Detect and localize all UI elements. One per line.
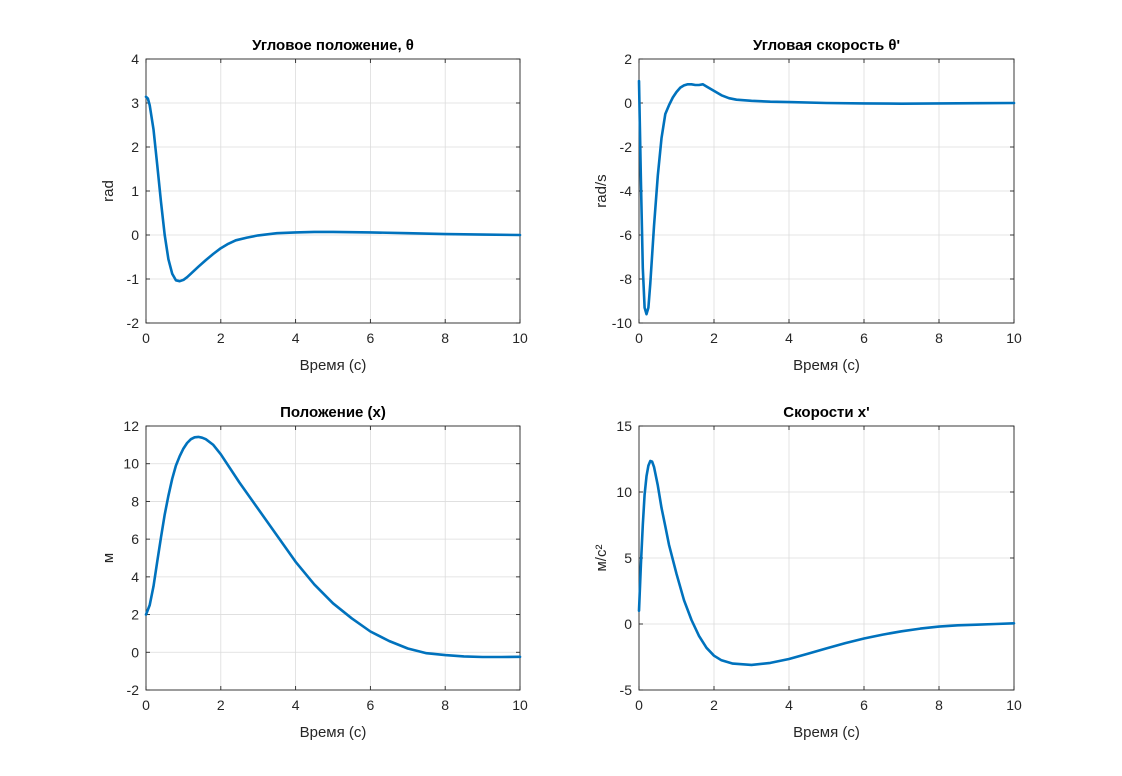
x-tick-label: 4 [785, 697, 793, 713]
chart-title: Угловое положение, θ [252, 37, 414, 54]
x-axis-label: Время (с) [300, 357, 367, 374]
y-tick-label: 0 [131, 227, 139, 243]
chart-panel-2: 0 2 4 6 8 10 -10 -8 -6 -4 -2 0 2 Угловая скорость θ' В… [593, 37, 1022, 374]
y-tick-label: 6 [131, 531, 139, 547]
y-tick-label: -8 [620, 271, 633, 287]
x-tick-label: 6 [367, 697, 375, 713]
y-tick-label: -10 [612, 315, 632, 331]
x-tick-label: 0 [635, 697, 643, 713]
y-tick-label: -1 [127, 271, 140, 287]
y-tick-label: 2 [131, 607, 139, 623]
axes-frame [145, 425, 521, 691]
y-tick-label: -6 [620, 227, 633, 243]
series-line [144, 435, 522, 659]
y-tick-label: 0 [131, 644, 139, 660]
y-tick-label: 1 [131, 183, 139, 199]
y-tick-label: 15 [616, 418, 632, 434]
x-tick-label: 10 [1006, 697, 1022, 713]
series-line [637, 459, 1016, 667]
y-tick-label: 10 [123, 456, 139, 472]
x-tick-label: 0 [142, 697, 150, 713]
y-axis-label: м/с² [593, 545, 610, 572]
x-tick-label: 8 [441, 330, 449, 346]
x-tick-label: 0 [635, 330, 643, 346]
y-tick-label: 2 [131, 139, 139, 155]
y-tick-label: 0 [624, 616, 632, 632]
y-axis-label: rad [100, 180, 117, 202]
x-tick-label: 2 [710, 697, 718, 713]
x-tick-label: 0 [142, 330, 150, 346]
x-tick-label: 6 [860, 330, 868, 346]
y-axis-label: rad/s [593, 174, 610, 207]
x-tick-label: 8 [935, 330, 943, 346]
x-tick-label: 4 [785, 330, 793, 346]
x-tick-label: 6 [367, 330, 375, 346]
x-tick-label: 2 [217, 697, 225, 713]
x-tick-label: 6 [860, 697, 868, 713]
y-tick-label: -2 [127, 315, 140, 331]
y-tick-label: 4 [131, 569, 139, 585]
axes-frame [638, 425, 1015, 691]
x-tick-label: 4 [292, 330, 300, 346]
x-tick-label: 4 [292, 697, 300, 713]
x-tick-label: 10 [512, 697, 528, 713]
axes-frame [638, 58, 1015, 324]
x-tick-label: 2 [710, 330, 718, 346]
x-tick-label: 8 [441, 697, 449, 713]
y-tick-label: 5 [624, 550, 632, 566]
chart-panel-1: 0 2 4 6 8 10 -2 -1 0 1 2 3 4 Угловое положение, θ Врем… [100, 37, 528, 374]
chart-title: Положение (x) [280, 404, 386, 421]
y-tick-label: -2 [620, 139, 633, 155]
x-axis-label: Время (с) [793, 357, 860, 374]
y-tick-label: 10 [616, 484, 632, 500]
y-axis-label: м [100, 553, 117, 563]
y-tick-label: -2 [127, 682, 140, 698]
x-tick-label: 10 [1006, 330, 1022, 346]
y-tick-label: 0 [624, 95, 632, 111]
chart-title: Скорости x' [783, 404, 869, 421]
plot-area [146, 426, 520, 690]
x-tick-label: 10 [512, 330, 528, 346]
x-tick-label: 2 [217, 330, 225, 346]
x-axis-label: Время (с) [300, 724, 367, 741]
chart-title: Угловая скорость θ' [753, 37, 900, 54]
y-tick-label: -4 [620, 183, 633, 199]
y-tick-label: 12 [123, 418, 139, 434]
series-line [144, 95, 522, 283]
axes-frame [145, 58, 521, 324]
y-tick-label: -5 [620, 682, 633, 698]
y-tick-label: 2 [624, 51, 632, 67]
y-tick-label: 8 [131, 493, 139, 509]
series-line [637, 79, 1016, 316]
y-tick-label: 3 [131, 95, 139, 111]
x-axis-label: Время (с) [793, 724, 860, 741]
y-tick-label: 4 [131, 51, 139, 67]
x-tick-label: 8 [935, 697, 943, 713]
